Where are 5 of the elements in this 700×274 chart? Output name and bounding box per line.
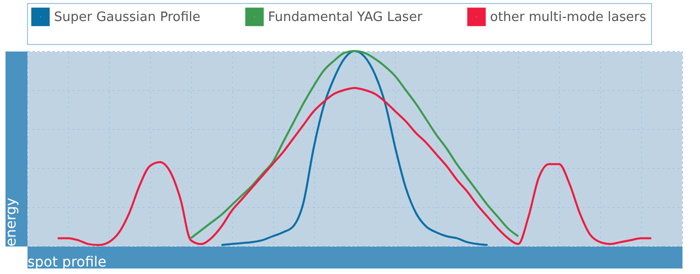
legend-label: other multi-mode lasers — [490, 10, 646, 25]
x-axis-title: spot profile — [28, 254, 106, 270]
legend-label: Fundamental YAG Laser — [268, 10, 423, 25]
legend-label: Super Gaussian Profile — [54, 10, 200, 25]
y-axis-title: energy — [4, 198, 20, 246]
